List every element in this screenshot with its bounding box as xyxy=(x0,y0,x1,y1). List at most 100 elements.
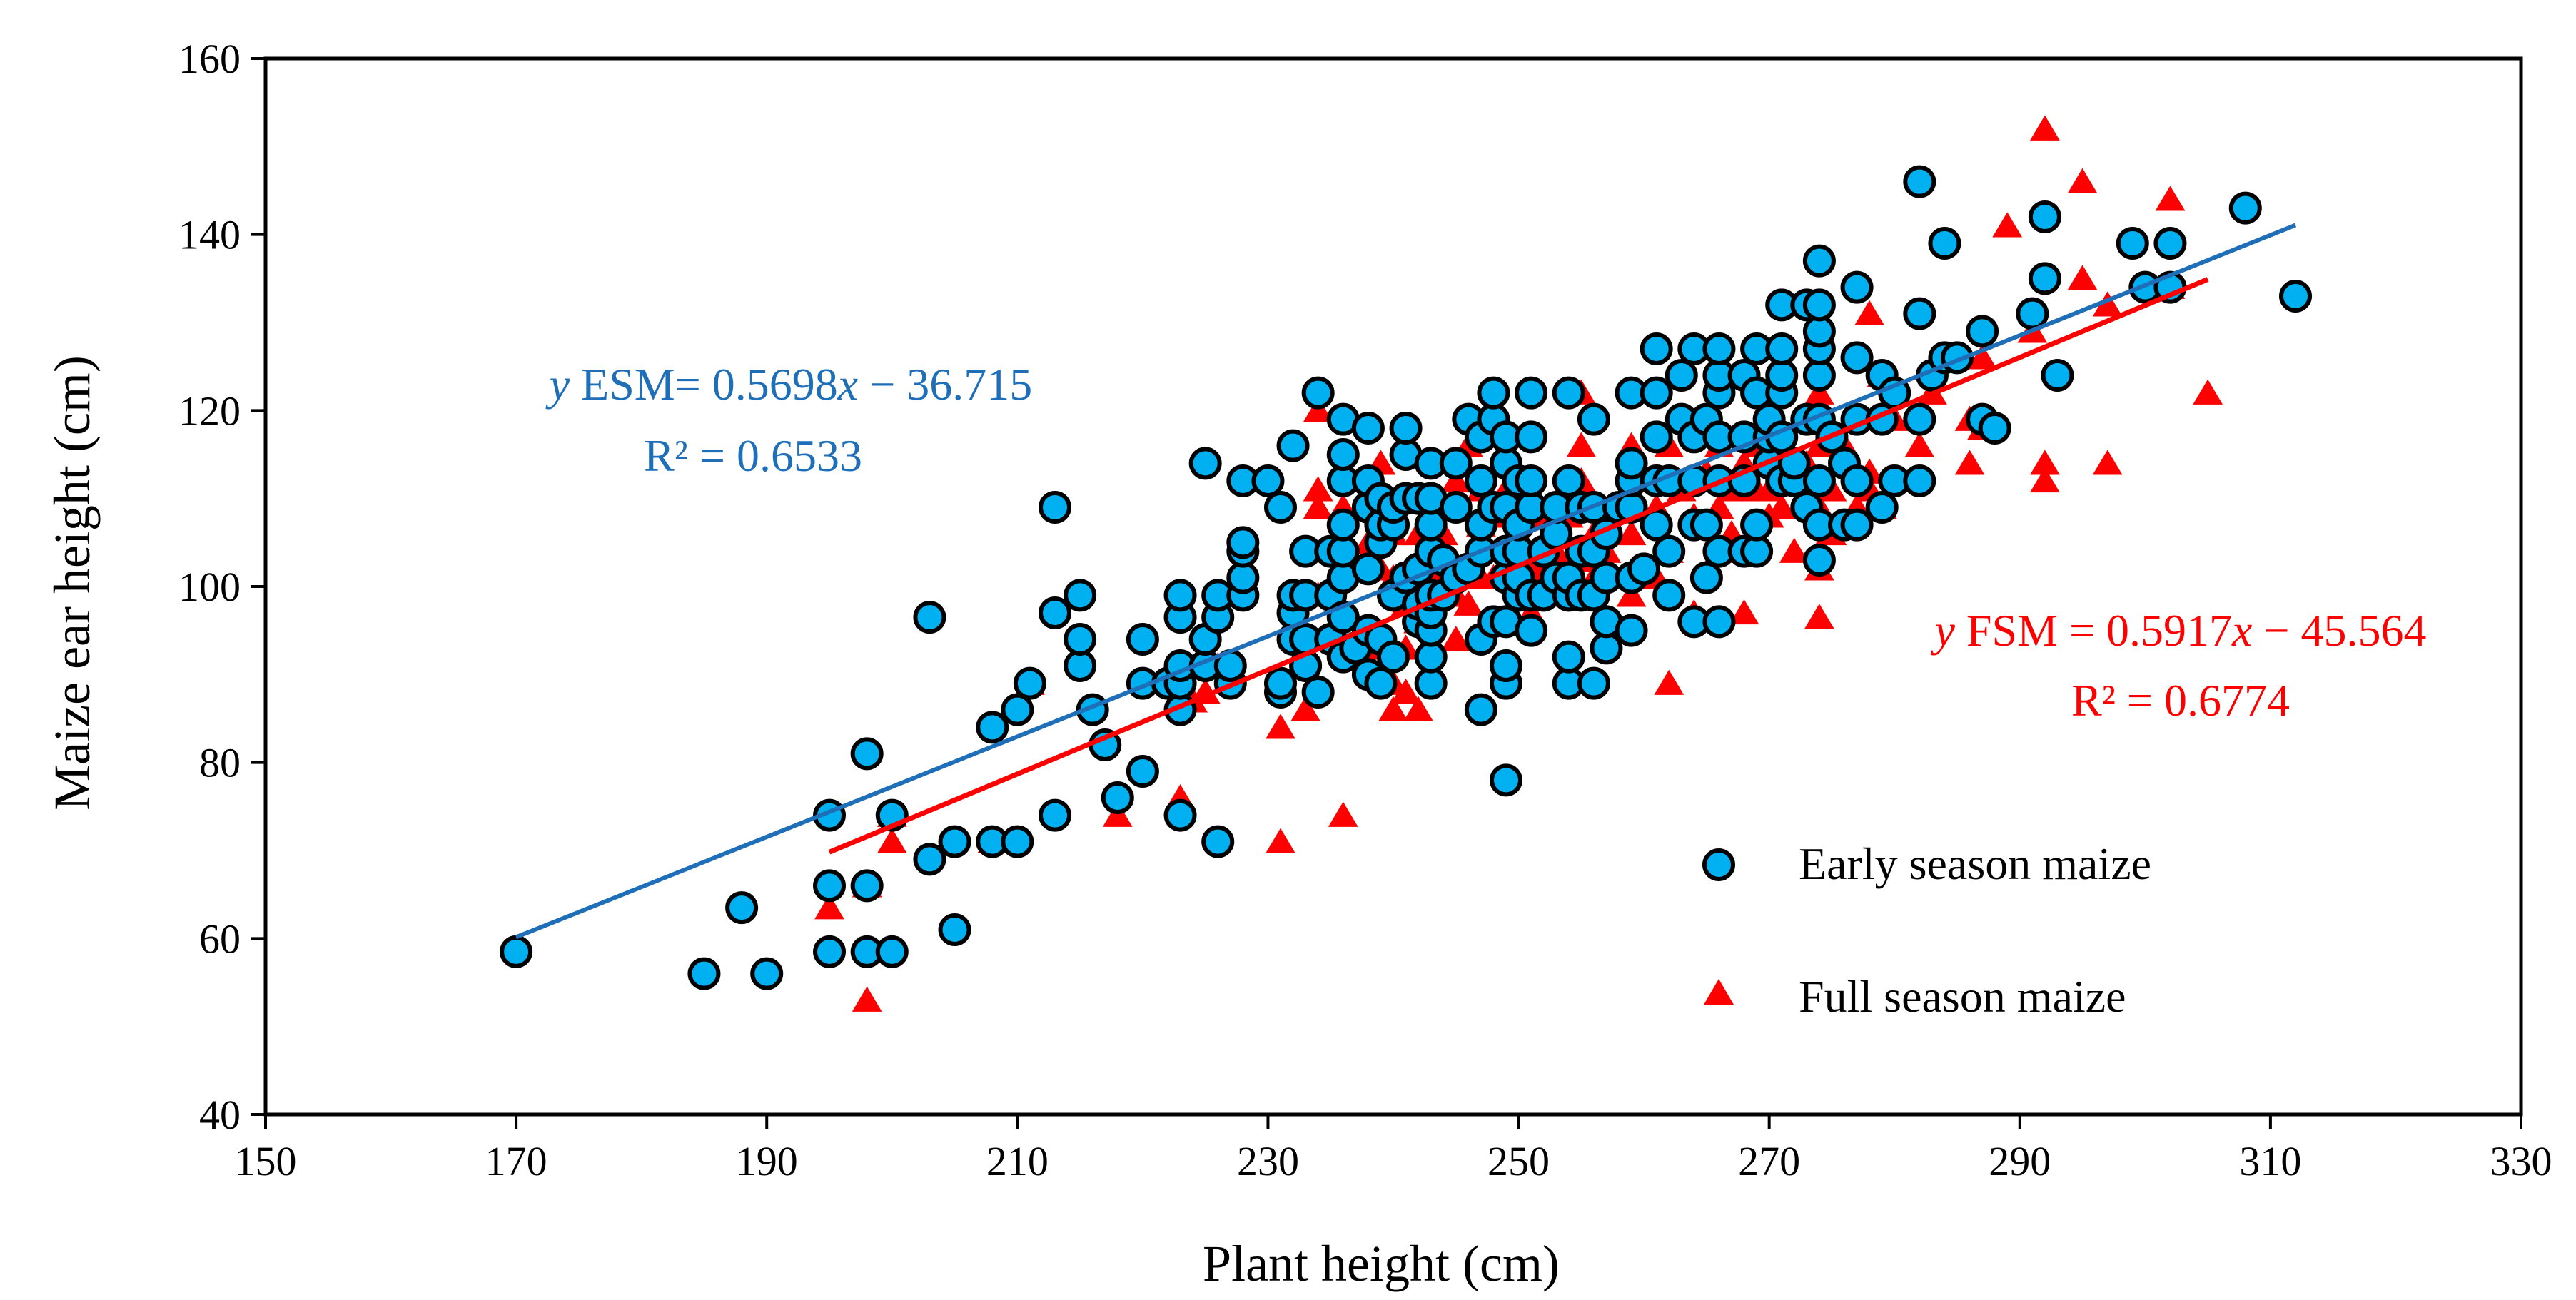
esm-point xyxy=(1064,579,1097,612)
fsm-point xyxy=(1266,714,1295,739)
esm-point xyxy=(687,957,721,990)
esm-point xyxy=(1515,464,1548,497)
esm-point xyxy=(1515,376,1548,410)
fsm-point xyxy=(1616,582,1647,607)
y-tick-label: 140 xyxy=(178,212,241,258)
fsm-point xyxy=(1804,604,1834,629)
esm-point xyxy=(1351,412,1385,445)
esm-point xyxy=(1577,402,1610,436)
esm-point xyxy=(1903,165,1936,198)
esm-point xyxy=(938,913,971,946)
esm-point xyxy=(1802,288,1836,322)
esm-point xyxy=(938,825,971,858)
esm-point xyxy=(1001,825,1034,858)
fsm-point xyxy=(1266,828,1295,853)
fsm-r2-label: R² = 0.6774 xyxy=(2071,675,2290,726)
y-tick-label: 80 xyxy=(199,740,241,786)
fsm-eq-tail: − 45.564 xyxy=(2252,605,2426,656)
esm-point xyxy=(1840,270,1874,304)
esm-point xyxy=(1640,420,1673,454)
fsm-point xyxy=(2029,115,2060,141)
esm-point xyxy=(1064,623,1097,656)
esm-point xyxy=(1490,763,1522,797)
y-tick-label: 120 xyxy=(178,387,241,434)
esm-point xyxy=(2116,227,2149,260)
esm-point xyxy=(1903,464,1936,497)
esm-point xyxy=(1013,666,1046,700)
esm-point xyxy=(1840,508,1874,542)
esm-point xyxy=(1865,491,1899,524)
esm-point xyxy=(1552,464,1585,497)
fsm-point xyxy=(1390,679,1421,704)
x-tick-label: 310 xyxy=(2239,1138,2301,1184)
fsm-point xyxy=(1440,467,1471,493)
fsm-equation-label: y FSM = 0.5917x − 45.564 xyxy=(1930,605,2426,656)
esm-point xyxy=(2028,200,2061,233)
x-tick-label: 330 xyxy=(2490,1138,2552,1184)
esm-point xyxy=(1188,447,1222,480)
fsm-eq-rest: FSM = 0.5917 xyxy=(1955,605,2232,656)
esm-point xyxy=(1978,412,2011,445)
fsm-point xyxy=(1954,450,1985,475)
esm-point xyxy=(1802,244,1836,278)
esm-point xyxy=(1464,464,1497,497)
fsm-point xyxy=(1303,476,1333,502)
fsm-point xyxy=(1654,669,1684,695)
esm-point xyxy=(1802,544,1836,577)
esm-point xyxy=(1464,693,1497,726)
fsm-point xyxy=(1453,590,1484,616)
esm-point xyxy=(813,935,846,968)
esm-eq-tail: − 36.715 xyxy=(858,359,1032,410)
esm-point xyxy=(1552,376,1585,410)
esm-point xyxy=(1001,693,1034,726)
x-tick-label: 210 xyxy=(986,1138,1049,1184)
fsm-point xyxy=(1804,379,1834,405)
fsm-point xyxy=(1303,397,1333,422)
esm-point xyxy=(1627,552,1661,586)
esm-point xyxy=(1201,825,1235,858)
fsm-point xyxy=(1440,626,1471,651)
esm-point xyxy=(2028,262,2061,295)
esm-point xyxy=(2153,227,2187,260)
fsm-eq-x: x xyxy=(2231,605,2252,656)
fsm-point xyxy=(1779,537,1809,563)
esm-point xyxy=(2279,280,2312,313)
esm-point xyxy=(1490,649,1522,682)
esm-point xyxy=(1389,412,1423,445)
fsm-point xyxy=(1767,494,1797,519)
esm-point xyxy=(1264,491,1297,524)
esm-point xyxy=(875,935,909,968)
esm-point xyxy=(1264,666,1297,700)
esm-point xyxy=(1665,359,1698,392)
esm-point xyxy=(913,601,946,634)
fsm-point xyxy=(1992,212,2023,238)
esm-point xyxy=(1689,508,1723,542)
fsm-point xyxy=(2092,291,2123,317)
esm-point xyxy=(1039,491,1071,524)
esm-point xyxy=(1640,332,1673,365)
x-tick-label: 250 xyxy=(1487,1138,1550,1184)
legend-triangle-marker xyxy=(1704,979,1734,1005)
esm-point xyxy=(1577,666,1610,700)
y-tick-label: 60 xyxy=(199,915,241,962)
esm-point xyxy=(1652,579,1686,612)
esm-point xyxy=(1702,605,1736,639)
esm-point xyxy=(1840,341,1874,375)
esm-point xyxy=(1966,315,1999,348)
legend-label-full: Full season maize xyxy=(1799,971,2126,1022)
esm-point xyxy=(1377,640,1410,674)
esm-point xyxy=(1515,614,1548,647)
esm-point xyxy=(2228,191,2262,225)
fsm-point xyxy=(2067,168,2098,193)
y-tick-label: 40 xyxy=(199,1092,241,1138)
fsm-point xyxy=(1729,599,1759,625)
esm-point xyxy=(1740,508,1774,542)
esm-point xyxy=(1326,508,1360,542)
fsm-point xyxy=(877,828,907,853)
esm-point xyxy=(1477,376,1510,410)
esm-eq-x: x xyxy=(837,359,858,410)
esm-point xyxy=(1226,526,1260,559)
fsm-point xyxy=(1303,494,1333,519)
esm-point xyxy=(1276,429,1310,462)
esm-point xyxy=(1126,755,1159,788)
